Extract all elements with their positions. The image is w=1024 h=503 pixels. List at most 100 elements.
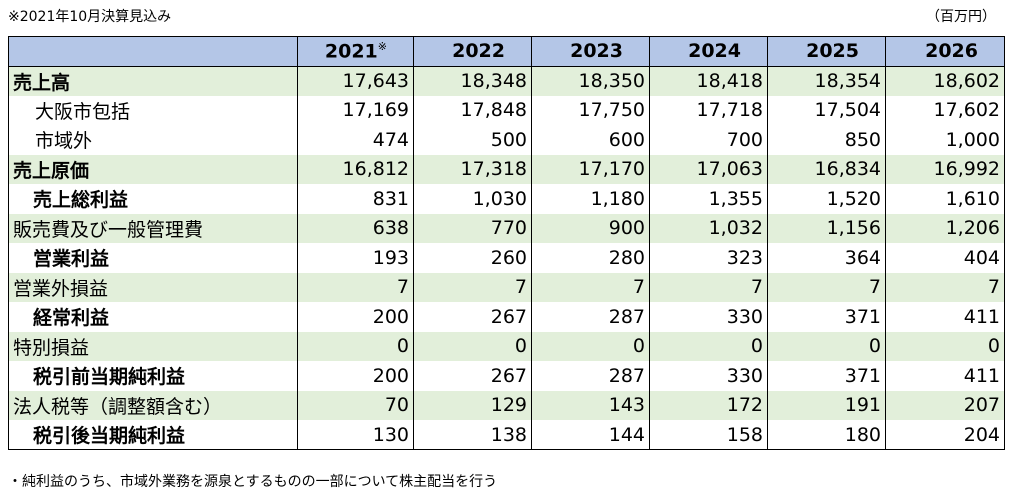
value-cell: 191 [767,390,886,420]
table-row: 税引後当期純利益 130 138 144 158 180 204 [8,420,1005,450]
table-note-top: ※2021年10月決算見込み [8,9,172,25]
table-row: 経常利益 200 267 287 330 371 411 [8,302,1005,332]
value-cell: 7 [767,272,886,302]
value-cell: 200 [297,361,414,391]
table-row: 特別損益 0 0 0 0 0 0 [8,331,1005,361]
value-cell: 900 [531,213,650,243]
value-cell: 17,318 [413,154,532,184]
value-cell: 7 [297,272,414,302]
value-cell: 330 [649,302,768,332]
row-label: 市域外 [8,125,298,155]
value-cell: 7 [413,272,532,302]
value-cell: 770 [413,213,532,243]
table-row: 売上原価 16,812 17,318 17,170 17,063 16,834 16,992 [8,154,1005,184]
value-cell: 500 [413,125,532,155]
financial-table: 2021※ 2022 2023 2024 2025 2026 売上高 17,643… [8,36,1005,450]
row-label: 売上原価 [8,154,298,184]
value-cell: 1,206 [885,213,1005,243]
value-cell: 18,348 [413,66,532,96]
value-cell: 267 [413,361,532,391]
value-cell: 17,170 [531,154,650,184]
row-label: 売上総利益 [8,184,298,214]
value-cell: 200 [297,302,414,332]
value-cell: 18,354 [767,66,886,96]
value-cell: 0 [767,331,886,361]
value-cell: 7 [649,272,768,302]
row-label: 法人税等（調整額含む） [8,390,298,420]
value-cell: 267 [413,302,532,332]
row-label: 経常利益 [8,302,298,332]
row-label: 営業外損益 [8,272,298,302]
value-cell: 17,750 [531,95,650,125]
table-row: 税引前当期純利益 200 267 287 330 371 411 [8,361,1005,391]
unit-label: （百万円） [926,9,996,25]
row-label: 特別損益 [8,331,298,361]
value-cell: 404 [885,243,1005,273]
value-cell: 850 [767,125,886,155]
row-label: 販売費及び一般管理費 [8,213,298,243]
value-cell: 1,180 [531,184,650,214]
year-header: 2025 [767,36,886,67]
value-cell: 129 [413,390,532,420]
value-cell: 0 [531,331,650,361]
value-cell: 18,350 [531,66,650,96]
value-cell: 371 [767,302,886,332]
value-cell: 138 [413,420,532,450]
value-cell: 638 [297,213,414,243]
value-cell: 17,718 [649,95,768,125]
value-cell: 144 [531,420,650,450]
value-cell: 158 [649,420,768,450]
value-cell: 1,156 [767,213,886,243]
year-header: 2024 [649,36,768,67]
value-cell: 831 [297,184,414,214]
table-row: 販売費及び一般管理費 638 770 900 1,032 1,156 1,206 [8,213,1005,243]
value-cell: 16,812 [297,154,414,184]
value-cell: 474 [297,125,414,155]
value-cell: 287 [531,302,650,332]
value-cell: 1,030 [413,184,532,214]
row-label: 税引後当期純利益 [8,420,298,450]
table-row: 法人税等（調整額含む） 70 129 143 172 191 207 [8,390,1005,420]
value-cell: 193 [297,243,414,273]
value-cell: 204 [885,420,1005,450]
row-label: 税引前当期純利益 [8,361,298,391]
value-cell: 7 [885,272,1005,302]
value-cell: 287 [531,361,650,391]
value-cell: 600 [531,125,650,155]
table-body: 売上高 17,643 18,348 18,350 18,418 18,354 18,602 大… [8,66,1005,450]
value-cell: 18,418 [649,66,768,96]
value-cell: 143 [531,390,650,420]
table-note-bottom: ・純利益のうち、市域外業務を源泉とするものの一部について株主配当を行う [8,474,498,490]
value-cell: 1,000 [885,125,1005,155]
row-label: 大阪市包括 [8,95,298,125]
value-cell: 180 [767,420,886,450]
value-cell: 16,992 [885,154,1005,184]
value-cell: 0 [413,331,532,361]
value-cell: 70 [297,390,414,420]
footnote-mark: ※ [377,40,387,54]
header-row: 2021※ 2022 2023 2024 2025 2026 [8,36,1005,67]
value-cell: 0 [297,331,414,361]
table-row: 市域外 474 500 600 700 850 1,000 [8,125,1005,155]
row-label: 売上高 [8,66,298,96]
value-cell: 700 [649,125,768,155]
year-header: 2026 [885,36,1005,67]
value-cell: 411 [885,302,1005,332]
value-cell: 0 [885,331,1005,361]
table-row: 営業利益 193 260 280 323 364 404 [8,243,1005,273]
table-row: 大阪市包括 17,169 17,848 17,750 17,718 17,504 17,60… [8,95,1005,125]
value-cell: 364 [767,243,886,273]
value-cell: 1,520 [767,184,886,214]
value-cell: 207 [885,390,1005,420]
row-label: 営業利益 [8,243,298,273]
value-cell: 17,169 [297,95,414,125]
value-cell: 323 [649,243,768,273]
value-cell: 280 [531,243,650,273]
value-cell: 0 [649,331,768,361]
value-cell: 411 [885,361,1005,391]
value-cell: 17,504 [767,95,886,125]
value-cell: 17,602 [885,95,1005,125]
value-cell: 1,355 [649,184,768,214]
value-cell: 16,834 [767,154,886,184]
value-cell: 1,032 [649,213,768,243]
